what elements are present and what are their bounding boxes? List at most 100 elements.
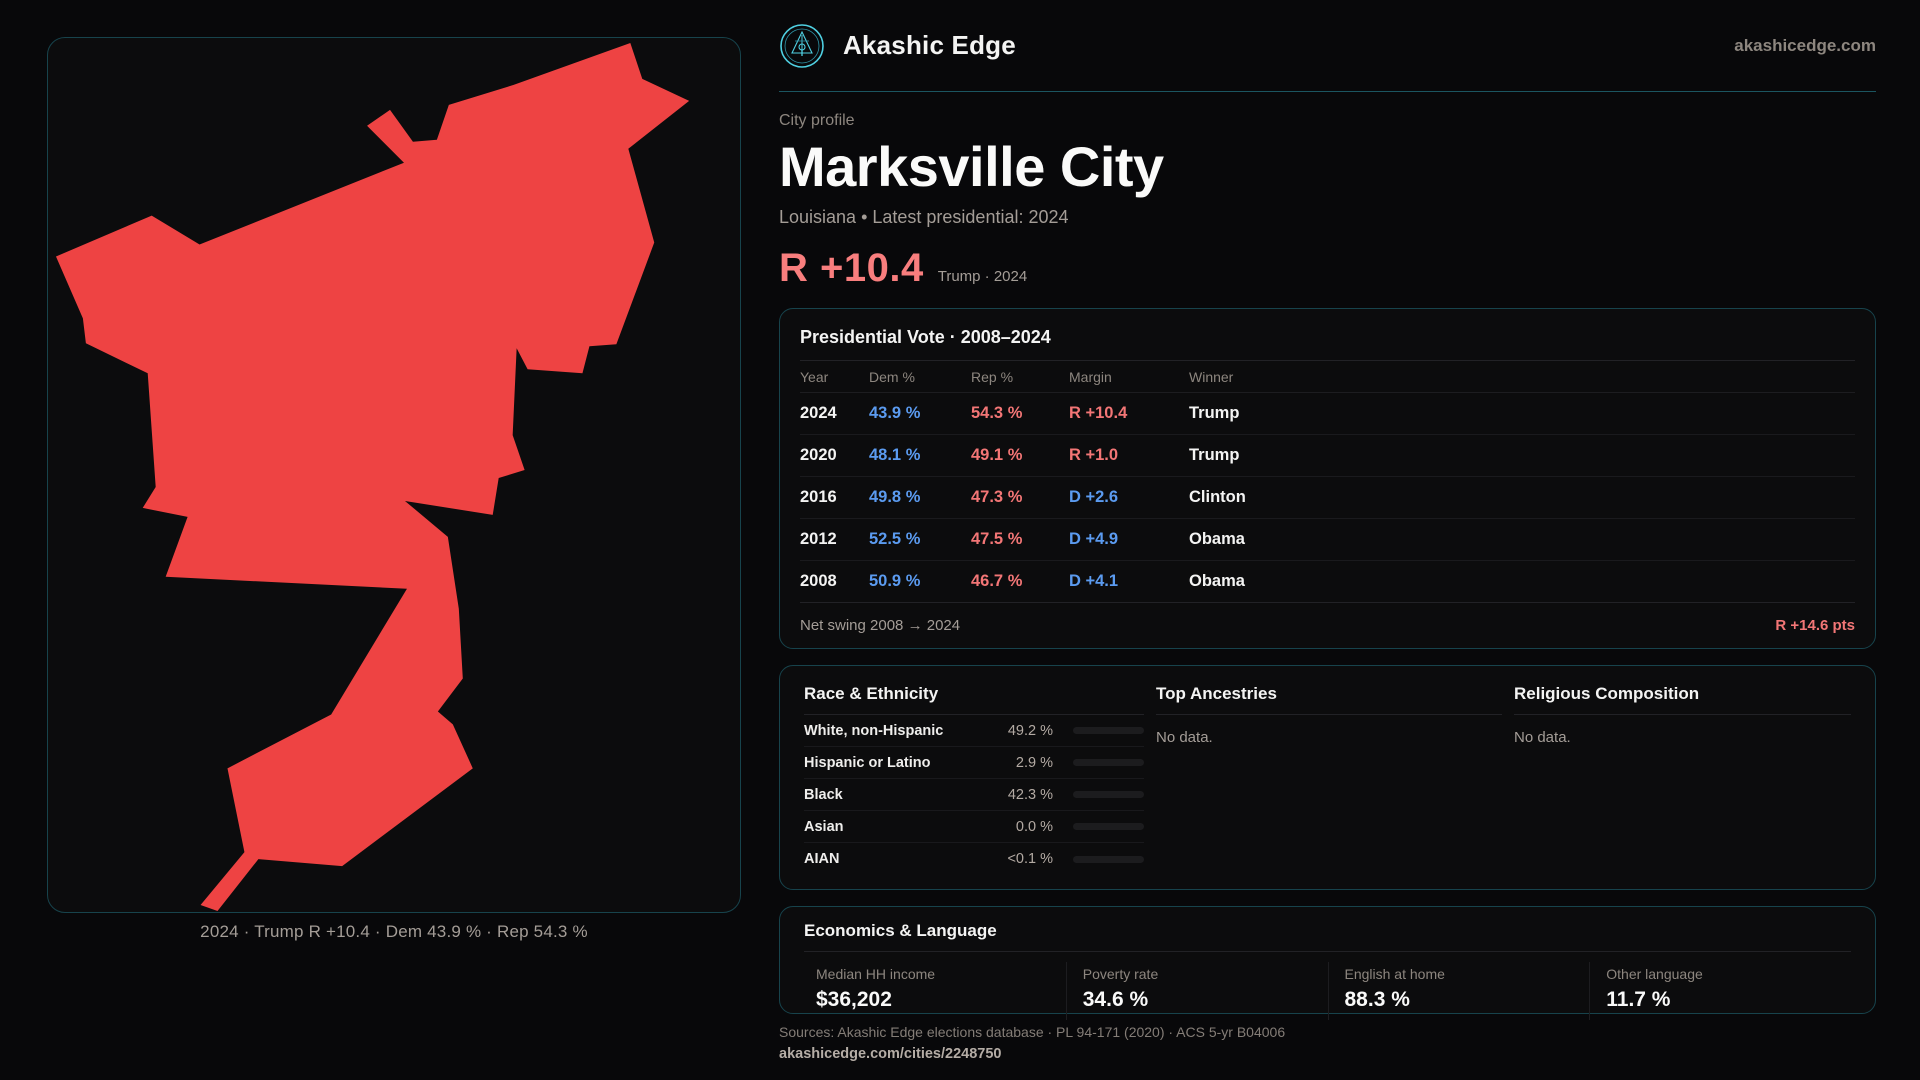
race-label: Asian xyxy=(804,818,844,835)
stat-value: 34.6 % xyxy=(1082,988,1149,1011)
page-kicker: City profile xyxy=(779,112,855,129)
headline-margin-value: R +10.4 xyxy=(779,246,924,290)
race-section-title: Race & Ethnicity xyxy=(804,684,1144,715)
cell-year: 2016 xyxy=(800,488,837,506)
sources-line: Sources: Akashic Edge elections database… xyxy=(779,1024,1286,1040)
race-section: Race & Ethnicity White, non-Hispanic 49.… xyxy=(804,684,1144,875)
brand-name: Akashic Edge xyxy=(843,30,1016,60)
ancestries-title: Top Ancestries xyxy=(1156,684,1502,715)
brand-logo-icon xyxy=(780,23,824,68)
race-row: White, non-Hispanic 49.2 % xyxy=(804,715,1144,747)
race-label: AIAN xyxy=(804,851,840,867)
cell-winner: Trump xyxy=(1189,404,1240,422)
stat-label: Poverty rate xyxy=(1082,966,1159,982)
race-row: Hispanic or Latino 2.9 % xyxy=(804,747,1144,779)
vote-table-row: 2008 50.9 % 46.7 % D +4.1 Obama xyxy=(800,561,1855,603)
economics-card: Economics & Language Median HH income $3… xyxy=(779,906,1876,1020)
net-swing-value: R +14.6 pts xyxy=(1775,616,1855,634)
economics-stat: Median HH income $36,202 xyxy=(804,962,1066,1020)
net-swing-label: Net swing 2008 → 2024 xyxy=(800,616,961,634)
cell-winner: Obama xyxy=(1189,530,1245,548)
stat-value: 11.7 % xyxy=(1606,988,1671,1011)
col-winner: Winner xyxy=(1189,368,1234,385)
cell-year: 2008 xyxy=(800,572,837,590)
race-row: AIAN <0.1 % xyxy=(804,843,1144,875)
cell-margin: D +4.1 xyxy=(1069,572,1119,590)
race-row: Asian 0.0 % xyxy=(804,811,1144,843)
cell-margin: R +10.4 xyxy=(1069,404,1128,422)
vote-table-body: 2024 43.9 % 54.3 % R +10.4 Trump 2020 48… xyxy=(800,393,1855,603)
cell-rep: 54.3 % xyxy=(971,404,1023,422)
cell-rep: 47.3 % xyxy=(971,488,1023,506)
headline-margin-row: R +10.4 Trump · 2024 xyxy=(779,246,1876,291)
cell-margin: D +4.9 xyxy=(1069,530,1119,548)
cell-dem: 49.8 % xyxy=(869,488,921,506)
race-bar-track xyxy=(1073,727,1144,734)
cell-dem: 48.1 % xyxy=(869,446,921,464)
stat-label: English at home xyxy=(1344,966,1445,982)
race-label: Black xyxy=(804,786,843,803)
cell-margin: D +2.6 xyxy=(1069,488,1119,506)
race-value: <0.1 % xyxy=(1007,851,1053,867)
race-bar-track xyxy=(1073,855,1144,863)
race-value: 49.2 % xyxy=(1007,722,1053,739)
city-shape xyxy=(55,42,690,912)
brand-domain-link[interactable]: akashicedge.com xyxy=(1734,35,1876,55)
map-caption: 2024 · Trump R +10.4 · Dem 43.9 % · Rep … xyxy=(200,922,588,941)
col-year: Year xyxy=(800,368,829,385)
cell-rep: 47.5 % xyxy=(971,530,1023,548)
col-rep: Rep % xyxy=(971,368,1014,385)
cell-winner: Trump xyxy=(1189,446,1240,464)
stat-value: 88.3 % xyxy=(1344,988,1410,1011)
col-dem: Dem % xyxy=(869,368,915,385)
page-subtitle: Louisiana • Latest presidential: 2024 xyxy=(779,207,1069,227)
cell-dem: 52.5 % xyxy=(869,530,921,548)
religion-section: Religious Composition No data. xyxy=(1502,684,1851,875)
race-bar-track xyxy=(1073,759,1144,766)
page-title: Marksville City xyxy=(779,135,1164,198)
cell-winner: Obama xyxy=(1189,572,1245,590)
cell-rep: 49.1 % xyxy=(971,446,1023,464)
religion-title: Religious Composition xyxy=(1514,684,1851,715)
race-value: 2.9 % xyxy=(1015,754,1053,771)
vote-table-footer: Net swing 2008 → 2024 R +14.6 pts xyxy=(800,603,1855,647)
headline-margin-note: Trump · 2024 xyxy=(937,268,1028,285)
vote-table-header: Year Dem % Rep % Margin Winner xyxy=(800,361,1855,393)
cell-year: 2024 xyxy=(800,404,837,422)
race-value: 0.0 % xyxy=(1015,818,1053,835)
cell-dem: 43.9 % xyxy=(869,404,921,422)
race-rows: White, non-Hispanic 49.2 % Hispanic or L… xyxy=(804,715,1144,875)
race-label: White, non-Hispanic xyxy=(804,722,944,739)
presidential-vote-card: Presidential Vote · 2008–2024 Year Dem %… xyxy=(779,308,1876,649)
economics-stats: Median HH income $36,202 Poverty rate 34… xyxy=(804,962,1851,1020)
cell-margin: R +1.0 xyxy=(1069,446,1119,464)
demographics-card: Race & Ethnicity White, non-Hispanic 49.… xyxy=(779,665,1876,890)
stat-label: Other language xyxy=(1606,966,1703,982)
vote-table-row: 2016 49.8 % 47.3 % D +2.6 Clinton xyxy=(800,477,1855,519)
cell-winner: Clinton xyxy=(1189,488,1246,506)
economics-stat: Other language 11.7 % xyxy=(1589,962,1851,1020)
cell-year: 2020 xyxy=(800,446,837,464)
permalink[interactable]: akashicedge.com/cities/2248750 xyxy=(779,1046,1002,1062)
col-margin: Margin xyxy=(1069,368,1112,385)
race-label: Hispanic or Latino xyxy=(804,754,931,771)
race-value: 42.3 % xyxy=(1007,786,1053,803)
ancestries-empty: No data. xyxy=(1156,729,1213,746)
ancestries-section: Top Ancestries No data. xyxy=(1144,684,1502,875)
cell-year: 2012 xyxy=(800,530,837,548)
cell-dem: 50.9 % xyxy=(869,572,921,590)
vote-table-title: Presidential Vote · 2008–2024 xyxy=(800,327,1855,361)
main-panel: Akashic Edge akashicedge.com City profil… xyxy=(779,0,1876,1062)
vote-table-row: 2012 52.5 % 47.5 % D +4.9 Obama xyxy=(800,519,1855,561)
economics-title: Economics & Language xyxy=(804,921,1851,952)
race-bar-track xyxy=(1073,823,1144,830)
stat-value: $36,202 xyxy=(816,988,892,1011)
economics-stat: English at home 88.3 % xyxy=(1327,962,1590,1020)
economics-stat: Poverty rate 34.6 % xyxy=(1065,962,1328,1020)
vote-table-row: 2024 43.9 % 54.3 % R +10.4 Trump xyxy=(800,393,1855,435)
city-map-panel xyxy=(47,37,741,913)
city-map xyxy=(55,42,690,912)
header: Akashic Edge akashicedge.com xyxy=(779,0,1876,92)
religion-empty: No data. xyxy=(1514,729,1571,746)
cell-rep: 46.7 % xyxy=(971,572,1023,590)
